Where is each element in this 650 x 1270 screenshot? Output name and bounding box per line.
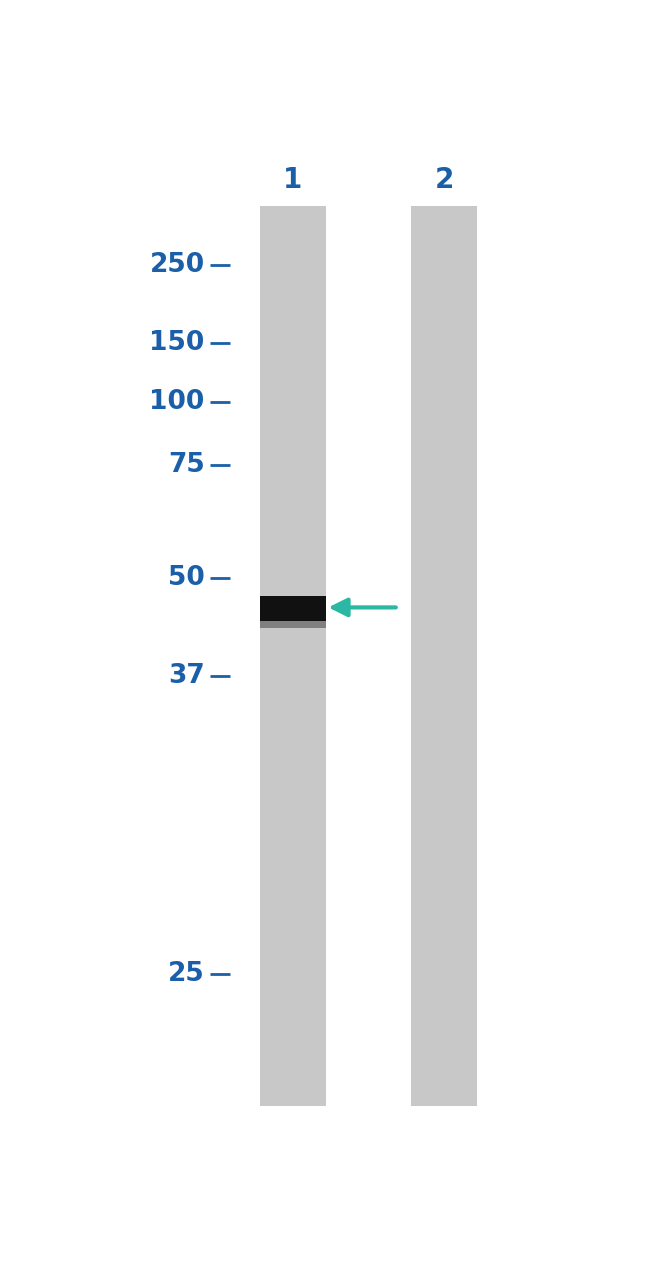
Text: 75: 75: [168, 452, 205, 479]
Text: 37: 37: [168, 663, 205, 688]
Text: 150: 150: [150, 330, 205, 356]
Bar: [411, 206, 476, 1106]
Text: 100: 100: [150, 389, 205, 415]
Text: 2: 2: [434, 166, 454, 194]
Bar: [260, 618, 326, 627]
Text: 50: 50: [168, 565, 205, 591]
Bar: [260, 596, 326, 621]
Bar: [260, 206, 326, 1106]
Text: 1: 1: [283, 166, 302, 194]
Text: 25: 25: [168, 961, 205, 987]
Text: 250: 250: [150, 251, 205, 278]
